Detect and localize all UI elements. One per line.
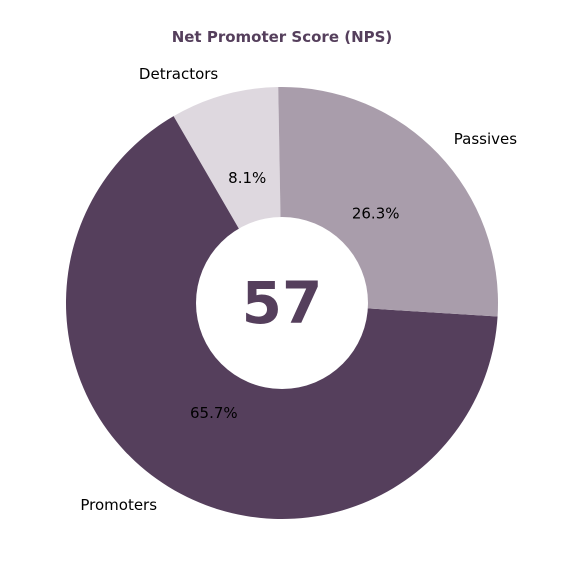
nps-score-value: 57 [242, 269, 323, 337]
pct-label-detractors: 8.1% [228, 169, 266, 187]
donut-hole [196, 217, 368, 389]
slice-label-passives: Passives [454, 130, 517, 148]
chart-title: Net Promoter Score (NPS) [172, 28, 393, 46]
pct-label-passives: 26.3% [352, 204, 400, 222]
slice-label-promoters: Promoters [80, 496, 157, 514]
slice-label-detractors: Detractors [139, 65, 218, 83]
pct-label-promoters: 65.7% [190, 404, 238, 422]
